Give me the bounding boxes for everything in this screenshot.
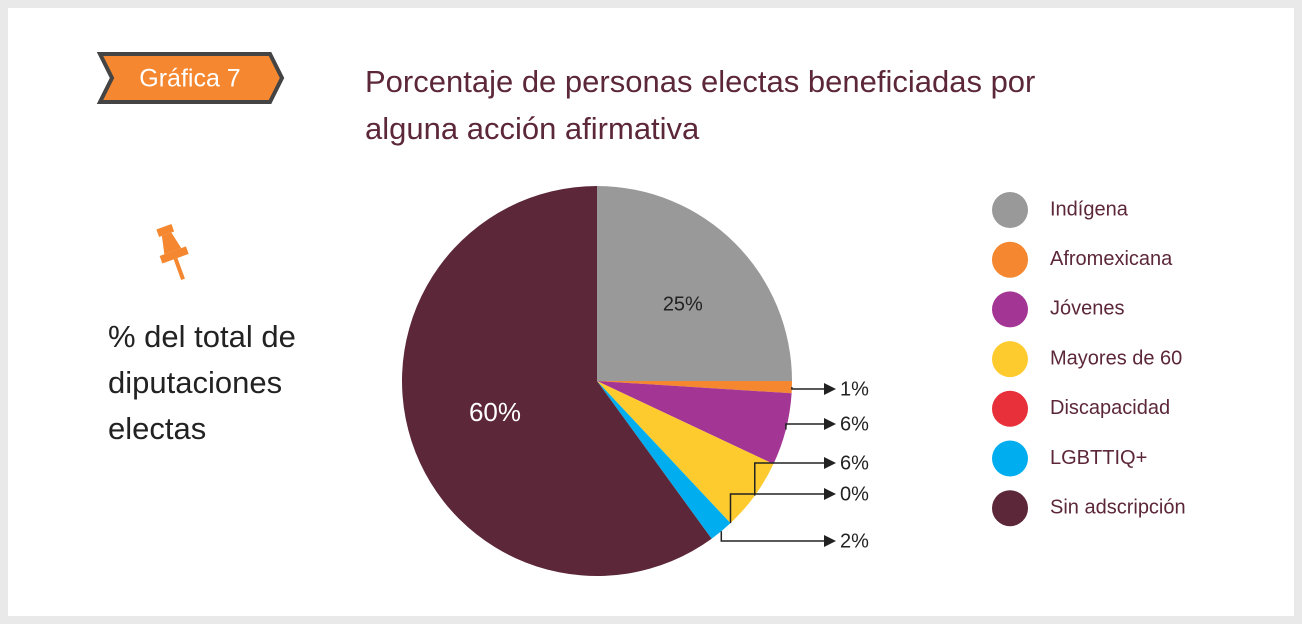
badge-text: Gráfica 7 (139, 65, 240, 93)
legend-swatch (992, 440, 1028, 477)
pie-slice (597, 381, 774, 524)
side-note: % del total de diputaciones electas (108, 319, 296, 446)
leader-line (720, 531, 826, 542)
leader-arrow (824, 418, 836, 430)
legend-swatch (992, 291, 1028, 328)
legend-swatch (992, 241, 1028, 278)
pie-slice (597, 381, 792, 394)
slice-label: 0% (840, 483, 869, 505)
chart: Gráfica 7 25% 1% 6% 6% 0% 2% 60% Indígena Afrome… (96, 52, 1186, 576)
slice-label: 1% (840, 378, 869, 400)
legend-label: Sin adscripción (1050, 496, 1186, 518)
legend-swatch (992, 490, 1028, 527)
slice-label: 25% (663, 293, 703, 315)
leader-line (754, 462, 826, 496)
leader-arrow (824, 383, 836, 395)
leader-arrow (824, 488, 836, 500)
slice-label: 60% (469, 397, 521, 427)
leader-line (729, 493, 826, 524)
slice-label: 6% (840, 413, 869, 435)
legend-label: Discapacidad (1050, 397, 1170, 419)
pie-slice (597, 381, 792, 465)
leader-arrow (824, 535, 836, 547)
pie-slice (597, 186, 792, 381)
leader-line (791, 387, 826, 390)
legend-label: LGBTTIQ+ (1050, 447, 1147, 469)
legend-label: Jóvenes (1050, 298, 1125, 320)
legend-label: Afromexicana (1050, 248, 1173, 270)
slice-label: 2% (840, 530, 869, 552)
legend-swatch (992, 390, 1028, 427)
pin-icon (156, 223, 189, 281)
pie-slice (597, 381, 731, 539)
legend-label: Mayores de 60 (1050, 347, 1182, 369)
badge-shape (96, 52, 285, 104)
chart-title: Porcentaje de personas electas beneficia… (365, 64, 1036, 146)
legend-swatch (992, 341, 1028, 378)
leader-line (785, 423, 826, 430)
legend-label: Indígena (1050, 198, 1129, 220)
slice-label: 6% (840, 452, 869, 474)
leader-arrow (824, 457, 836, 469)
pie-slice (401, 186, 712, 576)
legend-swatch (992, 192, 1028, 228)
